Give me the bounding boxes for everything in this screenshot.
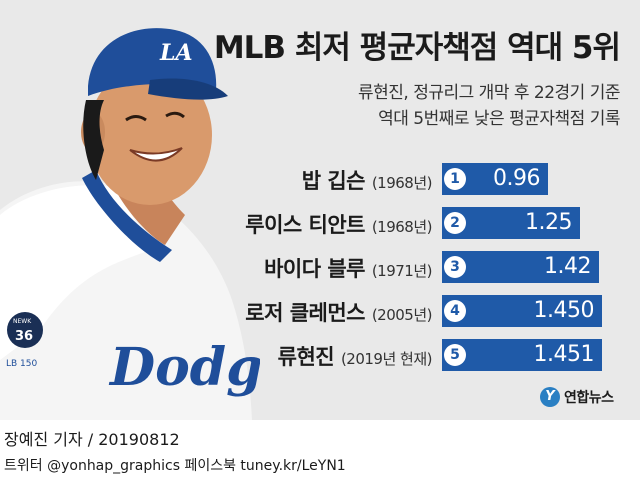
patch-number: 36 [15, 329, 33, 344]
season-year: (2019년 현재) [340, 350, 433, 368]
value-label: 1.42 [544, 254, 591, 279]
category-label: 바이다 블루 (1971년) [264, 253, 432, 283]
player-name: 류현진 [277, 345, 341, 369]
category-label: 밥 깁슨 (1968년) [301, 165, 433, 195]
byline: 장예진 기자 / 20190812 [4, 430, 180, 449]
sleeve-text: LB 150 [6, 359, 38, 369]
subtitle: 류현진, 정규리그 개막 후 22경기 기준 역대 5번째로 낮은 평균자책점 … [357, 80, 621, 132]
subtitle-line: 역대 5번째로 낮은 평균자책점 기록 [378, 109, 620, 129]
page-title: MLB 최저 평균자책점 역대 5위 [213, 30, 621, 66]
jersey-script-text: Dodgers [108, 337, 260, 398]
yonhap-logo: Y 연합뉴스 [540, 384, 614, 410]
value-label: 1.450 [533, 298, 595, 323]
category-label: 로저 클레먼스 (2005년) [245, 297, 432, 327]
cap-logo-text: LA [159, 40, 193, 66]
era-bar [442, 207, 580, 239]
era-bar [442, 251, 599, 283]
era-bar [442, 339, 602, 371]
player-name: 루이스 티안트 [245, 213, 372, 237]
value-label: 1.451 [533, 342, 595, 367]
social-links: 트위터 @yonhap_graphics 페이스북 tuney.kr/LeYN1 [4, 458, 346, 474]
rank-badge: 1 [444, 168, 466, 190]
rank-badge: 3 [444, 256, 466, 278]
era-bar [442, 295, 602, 327]
player-name: 밥 깁슨 [301, 169, 372, 193]
graphic-panel: LA Dodgers NEWK 36 LB 150 MLB 최저 평균자책점 역… [0, 0, 640, 420]
patch-text: NEWK [13, 318, 32, 325]
value-label: 0.96 [493, 166, 540, 191]
season-year: (2005년) [371, 306, 433, 324]
category-label: 류현진 (2019년 현재) [277, 341, 433, 371]
player-name: 로저 클레먼스 [245, 301, 372, 325]
rank-badge: 4 [444, 300, 466, 322]
yonhap-logo-mark: Y [540, 387, 560, 407]
rank-badge: 2 [444, 212, 466, 234]
category-label: 루이스 티안트 (1968년) [245, 209, 432, 239]
player-name: 바이다 블루 [264, 257, 372, 281]
player-photo: LA Dodgers NEWK 36 LB 150 [0, 28, 260, 420]
season-year: (1968년) [371, 218, 433, 236]
rank-badge: 5 [444, 344, 466, 366]
season-year: (1968년) [371, 174, 433, 192]
subtitle-line: 류현진, 정규리그 개막 후 22경기 기준 [357, 83, 621, 103]
value-label: 1.25 [525, 210, 572, 235]
season-year: (1971년) [371, 262, 433, 280]
era-bar [442, 163, 548, 195]
yonhap-logo-text: 연합뉴스 [564, 390, 614, 406]
